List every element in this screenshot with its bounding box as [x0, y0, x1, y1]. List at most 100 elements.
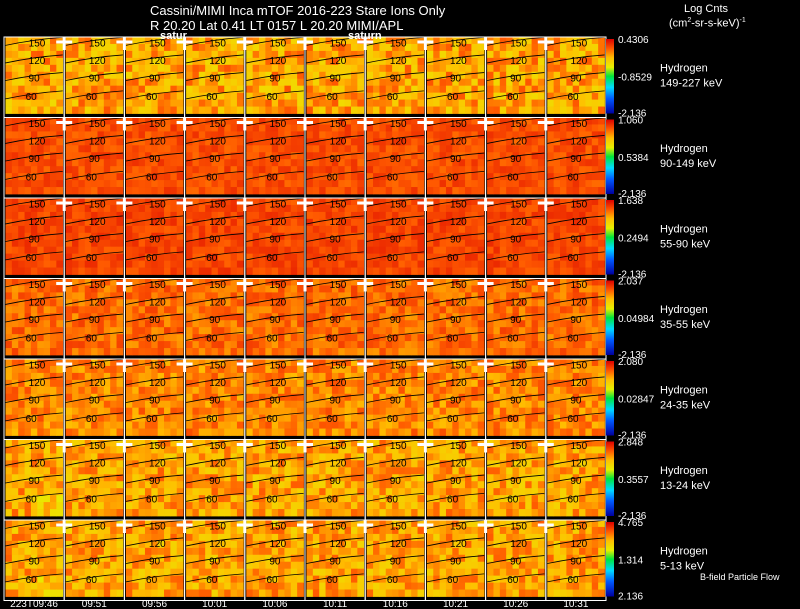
pixel	[338, 131, 346, 139]
pixel	[404, 225, 412, 234]
pixel	[144, 327, 152, 335]
pixel	[164, 64, 171, 73]
pixel	[404, 198, 412, 206]
pixel	[11, 379, 19, 388]
pixel	[426, 204, 434, 213]
pixel	[157, 253, 165, 261]
pixel	[157, 299, 165, 307]
pixel	[525, 253, 532, 261]
pixel	[512, 320, 520, 328]
pixel	[144, 225, 152, 234]
pixel	[265, 334, 273, 342]
pixel	[458, 152, 466, 160]
pixel	[230, 393, 238, 402]
pixel	[271, 253, 279, 261]
pixel	[518, 173, 526, 181]
pixel	[284, 320, 292, 328]
pixel	[465, 260, 472, 268]
pixel	[198, 292, 206, 300]
pixel	[30, 145, 38, 153]
pixel	[18, 37, 25, 45]
pixel	[252, 204, 260, 213]
pixel	[110, 379, 117, 388]
pixel	[236, 166, 244, 174]
pixel	[205, 152, 212, 160]
pixel	[344, 334, 352, 342]
pixel	[252, 253, 260, 261]
pixel	[499, 43, 507, 52]
pixel	[132, 43, 140, 52]
pixel	[259, 306, 266, 314]
pixel	[579, 106, 586, 114]
pixel	[398, 92, 406, 100]
pixel	[306, 285, 314, 293]
pixel	[471, 341, 479, 349]
pixel	[518, 198, 526, 206]
pixel	[398, 232, 406, 241]
pixel	[164, 407, 171, 416]
pixel	[585, 37, 593, 45]
pixel	[477, 159, 485, 167]
pixel	[211, 428, 219, 436]
contour-line	[5, 54, 63, 64]
pixel	[271, 285, 279, 293]
pixel	[65, 407, 73, 416]
pixel	[598, 253, 605, 261]
pixel	[198, 145, 206, 153]
pixel	[553, 57, 561, 66]
pixel	[572, 173, 580, 181]
pixel	[426, 71, 434, 80]
contour-label: 90	[29, 315, 41, 326]
pixel	[297, 187, 304, 195]
contour-label: 60	[206, 333, 218, 344]
pixel	[445, 117, 453, 125]
pixel	[37, 313, 45, 321]
contour-line	[125, 233, 184, 242]
pixel	[525, 232, 532, 241]
pixel	[426, 43, 434, 52]
pixel	[560, 78, 567, 87]
pixel	[319, 278, 326, 286]
pixel	[499, 246, 507, 255]
pixel	[164, 57, 171, 66]
pixel	[465, 246, 472, 255]
pixel	[357, 71, 365, 80]
pixel	[560, 117, 567, 125]
pixel	[290, 341, 298, 349]
pixel	[379, 239, 387, 248]
pixel	[525, 57, 532, 66]
pixel	[224, 85, 231, 94]
pixel	[30, 124, 38, 132]
contour-label: 120	[209, 56, 226, 67]
pixel	[471, 320, 479, 328]
pixel	[49, 232, 57, 241]
pixel	[344, 71, 352, 80]
contour-line	[487, 278, 545, 288]
energy-range-label: 35-55 keV	[660, 319, 711, 331]
pixel	[417, 218, 425, 227]
pixel	[344, 152, 352, 160]
pixel	[271, 327, 279, 335]
contour-line	[246, 296, 304, 305]
pixel	[506, 106, 513, 114]
pixel	[84, 138, 92, 146]
pixel	[506, 299, 513, 307]
pixel	[433, 187, 441, 195]
colorbar	[606, 39, 614, 114]
contour-label: 150	[29, 119, 46, 130]
contour-line	[125, 171, 184, 180]
pixel	[439, 180, 447, 188]
pixel	[192, 386, 200, 395]
pixel	[379, 180, 387, 188]
pixel	[97, 365, 105, 374]
pixel	[5, 106, 13, 114]
pixel	[350, 365, 358, 374]
pixel	[278, 400, 285, 409]
pixel	[404, 253, 412, 261]
pixel	[591, 246, 599, 255]
pixel	[211, 341, 219, 349]
pixel	[224, 359, 231, 367]
pixel	[271, 173, 279, 181]
pixel	[417, 43, 425, 52]
